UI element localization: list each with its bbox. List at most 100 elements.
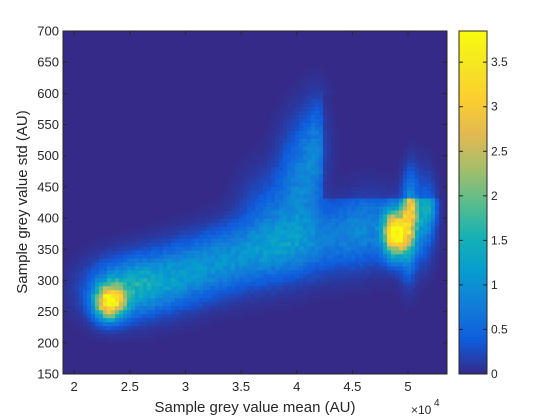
density-cell xyxy=(339,214,344,219)
density-cell xyxy=(243,250,248,255)
density-cell xyxy=(243,166,248,171)
density-cell xyxy=(143,322,148,327)
density-cell xyxy=(231,246,236,251)
density-cell xyxy=(307,126,312,132)
density-cell xyxy=(215,242,220,247)
density-cell xyxy=(207,278,212,283)
density-cell xyxy=(87,266,92,271)
density-cell xyxy=(247,278,252,283)
density-cell xyxy=(315,190,320,195)
density-cell xyxy=(339,198,344,203)
density-cell xyxy=(291,110,296,116)
density-cell xyxy=(331,206,336,211)
density-cell xyxy=(267,230,272,235)
density-cell xyxy=(323,266,328,271)
density-cells xyxy=(63,66,448,343)
density-cell xyxy=(263,234,268,239)
density-cell xyxy=(315,242,320,247)
density-cell xyxy=(247,242,252,247)
density-cell xyxy=(279,198,284,203)
density-cell xyxy=(351,226,356,231)
density-cell xyxy=(295,102,300,108)
density-cell xyxy=(335,174,340,179)
density-cell xyxy=(223,282,228,287)
density-cell xyxy=(155,266,160,271)
density-cell xyxy=(263,138,268,144)
density-cell xyxy=(87,294,92,299)
density-cell xyxy=(63,294,68,299)
density-cell xyxy=(331,282,336,287)
density-cell xyxy=(319,246,324,251)
density-cell xyxy=(311,110,316,116)
density-cell xyxy=(239,250,244,255)
density-cell xyxy=(107,306,112,311)
y-tick-label: 200 xyxy=(37,335,59,350)
density-cell xyxy=(139,274,144,279)
density-cell xyxy=(147,242,152,247)
density-cell xyxy=(295,298,300,303)
density-cell xyxy=(407,190,412,195)
density-cell xyxy=(419,242,424,247)
density-cell xyxy=(131,298,136,303)
density-cell xyxy=(419,170,424,175)
density-cell xyxy=(331,154,336,160)
density-cell xyxy=(299,138,304,144)
density-cell xyxy=(235,242,240,247)
density-cell xyxy=(279,186,284,191)
density-cell xyxy=(131,294,136,299)
density-cell xyxy=(83,294,88,299)
density-cell xyxy=(283,194,288,199)
density-cell xyxy=(399,158,404,164)
density-cell xyxy=(107,246,112,251)
density-cell xyxy=(251,306,256,311)
density-cell xyxy=(327,218,332,223)
density-cell xyxy=(99,306,104,311)
density-cell xyxy=(103,238,108,243)
density-cell xyxy=(127,286,132,291)
density-cell xyxy=(151,302,156,307)
density-cell xyxy=(263,254,268,259)
density-cell xyxy=(167,310,172,315)
density-cell xyxy=(307,178,312,183)
density-cell xyxy=(203,318,208,323)
density-cell xyxy=(371,182,376,187)
density-cell xyxy=(111,282,116,287)
density-cell xyxy=(151,318,156,323)
density-cell xyxy=(375,282,380,287)
density-cell xyxy=(191,218,196,223)
density-cell xyxy=(167,262,172,267)
density-cell xyxy=(335,266,340,271)
density-cell xyxy=(187,214,192,219)
density-cell xyxy=(263,294,268,299)
density-cell xyxy=(395,202,400,207)
colorbar-band xyxy=(459,168,487,172)
density-cell xyxy=(287,274,292,279)
x-tick-label: 3.5 xyxy=(232,379,250,394)
density-cell xyxy=(95,278,100,283)
density-cell xyxy=(75,326,80,331)
density-cell xyxy=(415,238,420,243)
density-cell xyxy=(275,222,280,227)
density-cell xyxy=(311,166,316,171)
density-cell xyxy=(267,254,272,259)
density-cell xyxy=(307,114,312,120)
density-cell xyxy=(207,314,212,319)
density-cell xyxy=(367,170,372,175)
density-cell xyxy=(431,270,436,275)
density-cell xyxy=(271,230,276,235)
density-cell xyxy=(275,262,280,267)
density-cell xyxy=(435,238,440,243)
density-cell xyxy=(255,238,260,243)
density-cell xyxy=(419,250,424,255)
density-cell xyxy=(231,170,236,175)
density-cell xyxy=(387,258,392,263)
density-cell xyxy=(399,294,404,299)
density-cell xyxy=(399,166,404,171)
density-cell xyxy=(267,250,272,255)
density-cell xyxy=(339,254,344,259)
density-cell xyxy=(291,102,296,108)
density-cell xyxy=(315,218,320,223)
density-cell xyxy=(191,286,196,291)
density-cell xyxy=(215,230,220,235)
